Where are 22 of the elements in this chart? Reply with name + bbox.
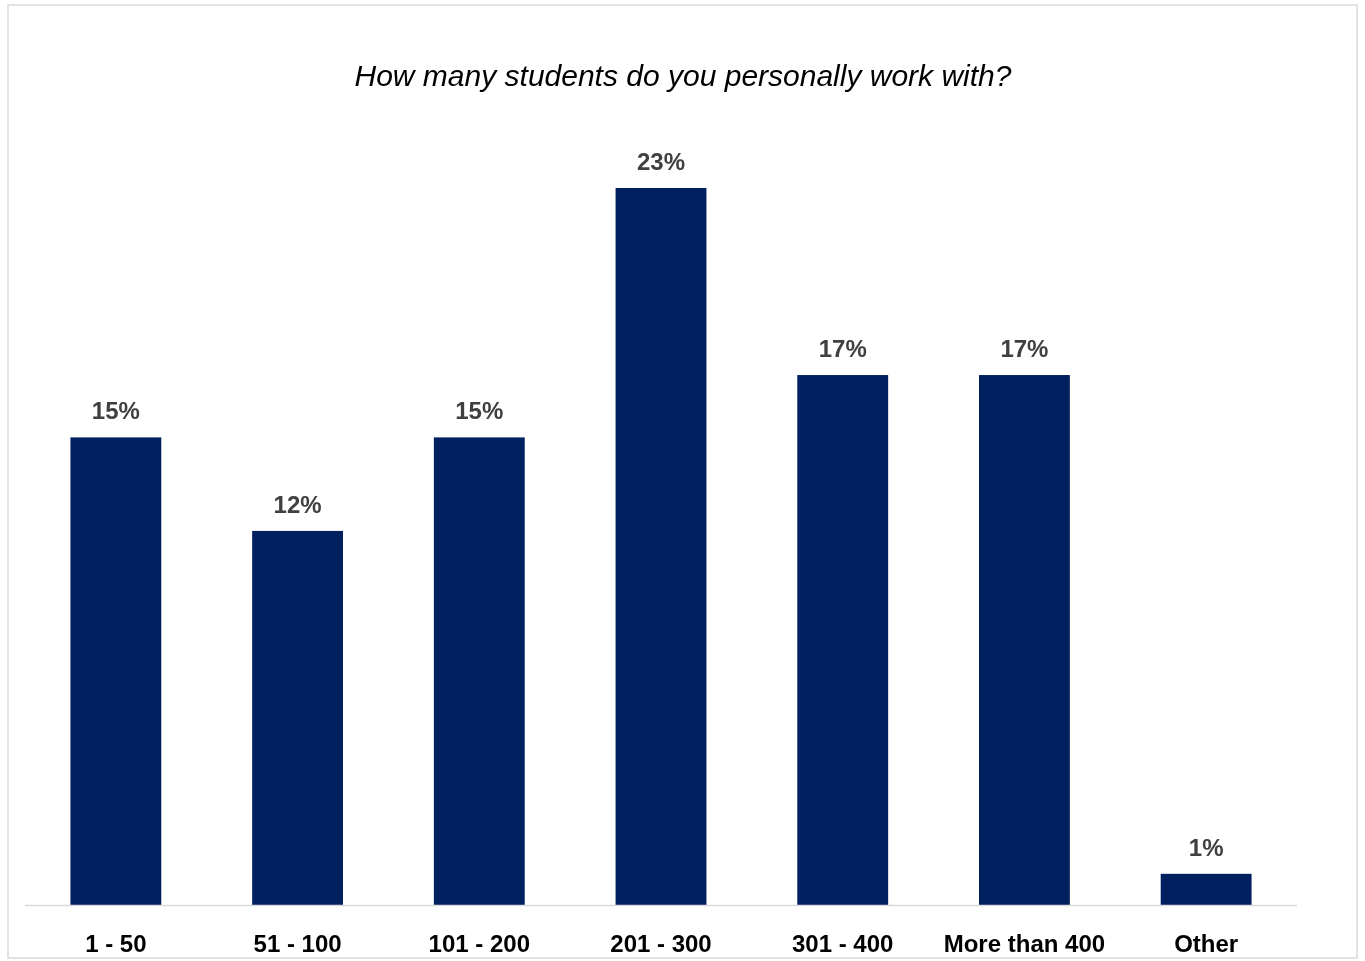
bar — [433, 437, 525, 905]
bar — [615, 188, 707, 905]
bar — [979, 375, 1070, 905]
chart-title: How many students do you personally work with? — [354, 59, 1012, 92]
x-tick-label: 201 - 300 — [610, 930, 712, 957]
bar — [70, 437, 162, 905]
data-label: 17% — [1000, 335, 1049, 363]
x-tick-label: More than 400 — [943, 930, 1106, 957]
x-tick-label: 51 - 100 — [253, 930, 342, 957]
bar — [797, 375, 889, 905]
x-tick-label: 101 - 200 — [428, 930, 530, 957]
data-label: 17% — [818, 335, 867, 363]
x-tick-label: 301 - 400 — [792, 930, 894, 957]
x-tick-label: Other — [1174, 930, 1239, 957]
data-label: 23% — [636, 148, 686, 175]
x-tick-label: 1 - 50 — [85, 930, 147, 957]
bar — [1160, 873, 1252, 905]
data-label: 15% — [455, 397, 504, 425]
bar — [252, 530, 343, 905]
data-label: 12% — [273, 490, 322, 518]
data-label: 1% — [1188, 833, 1224, 861]
data-label: 15% — [91, 397, 140, 425]
